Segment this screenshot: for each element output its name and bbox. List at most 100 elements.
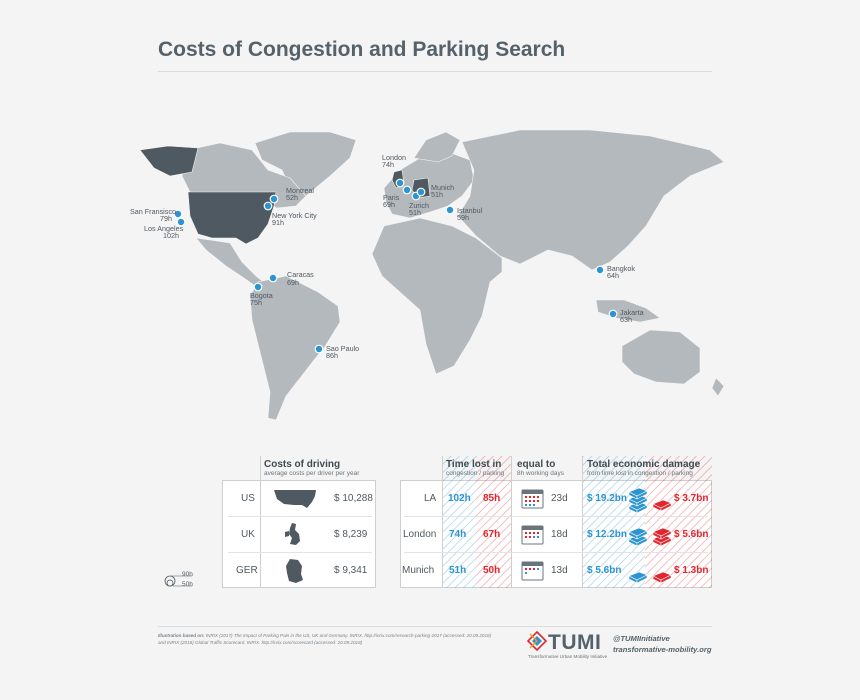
- city-label-san-francisco: San Fransisco: [130, 207, 176, 216]
- city-dot-bogota[interactable]: [253, 282, 263, 292]
- calendar-icon: [521, 561, 544, 581]
- city-dot-istanbul[interactable]: [445, 205, 455, 215]
- city-dot-paris[interactable]: [402, 185, 412, 195]
- city-label-paris: Paris: [383, 193, 400, 202]
- city-hours-bogota: 75h: [250, 298, 262, 307]
- page-title: Costs of Congestion and Parking Search: [158, 38, 566, 61]
- city-markers: San Fransisco 79h Los Angeles 102h Montr…: [130, 153, 644, 360]
- city-hours-los-angeles: 102h: [163, 231, 179, 240]
- money-stack-red-icon: [652, 527, 672, 547]
- damage-parking-la: $ 3.7bn: [674, 493, 709, 504]
- row-separator: [404, 516, 708, 517]
- legend-circle-small: [166, 579, 174, 587]
- money-stack-red-icon: [652, 499, 672, 512]
- congestion-hours-la: 102h: [448, 493, 471, 504]
- money-stack-blue-icon: [628, 487, 648, 514]
- driving-costs-title: Costs of driving: [264, 459, 341, 470]
- source-note: Illustration based on: INRIX (2017) The …: [158, 633, 503, 646]
- website-link[interactable]: transformative-mobility.org: [613, 645, 712, 654]
- calendar-icon: [521, 525, 544, 545]
- source-line-1: INRIX (2017) The Impact of Parking Pain …: [205, 633, 492, 638]
- parking-hours-london: 67h: [483, 529, 501, 540]
- twitter-handle[interactable]: @TUMIInitiative: [613, 634, 670, 643]
- city-hours-montreal: 52h: [286, 193, 298, 202]
- money-stack-blue-icon: [628, 527, 648, 547]
- city-hours-caracas: 69h: [287, 278, 299, 287]
- title-divider: [158, 71, 712, 72]
- city-label-new-york: New York City: [272, 211, 317, 220]
- parking-column-hatch: [476, 456, 511, 588]
- asia-shape: [457, 129, 725, 271]
- legend-circle-large: [164, 575, 176, 587]
- city-label-montreal: Montreal: [286, 186, 314, 195]
- damage-congestion-london: $ 12.2bn: [587, 529, 628, 540]
- damage-congestion-la: $ 19.2bn: [587, 493, 628, 504]
- damage-congestion-hatch: [583, 456, 645, 588]
- city-label-munich-row: Munich: [402, 565, 435, 576]
- city-dot-caracas[interactable]: [268, 273, 278, 283]
- driving-cost-uk: $ 8,239: [334, 529, 368, 540]
- social-handles: @TUMIInitiative transformative-mobility.…: [613, 633, 711, 655]
- city-hours-paris: 69h: [383, 200, 395, 209]
- source-line-2: and INRIX (2018) Global Traffic Scorecar…: [158, 639, 363, 645]
- africa-shape: [371, 217, 503, 375]
- parking-hours-la: 85h: [483, 493, 501, 504]
- source-label: Illustration based on:: [158, 633, 205, 638]
- city-hours-zurich: 51h: [409, 208, 421, 217]
- country-label-us: US: [241, 493, 255, 504]
- city-dot-london[interactable]: [395, 178, 405, 188]
- city-dot-jakarta[interactable]: [608, 309, 618, 319]
- column-divider: [582, 456, 583, 588]
- city-dot-new-york[interactable]: [263, 201, 273, 211]
- city-label-london: London: [382, 153, 406, 162]
- legend-low-label: 50h: [182, 581, 193, 588]
- world-map: San Fransisco 79h Los Angeles 102h Montr…: [130, 129, 725, 421]
- city-label-jakarta: Jakarta: [620, 308, 644, 317]
- city-label-munich: Munich: [431, 183, 454, 192]
- australia-shape: [621, 329, 701, 385]
- row-separator: [228, 552, 372, 553]
- city-hours-jakarta: 63h: [620, 315, 632, 324]
- time-lost-title: Time lost in: [446, 459, 502, 470]
- city-hours-bangkok: 64h: [607, 271, 619, 280]
- us-map-icon: [274, 490, 316, 508]
- money-stack-red-icon: [652, 571, 672, 584]
- driving-costs-divider: [260, 456, 261, 588]
- driving-cost-ger: $ 9,341: [334, 565, 368, 576]
- city-dot-munich[interactable]: [416, 187, 426, 197]
- tumi-logo-text: TUMI: [548, 631, 602, 654]
- row-separator: [228, 516, 372, 517]
- size-legend: [164, 575, 192, 587]
- driving-cost-us: $ 10,288: [334, 493, 373, 504]
- country-label-ger: GER: [236, 565, 258, 576]
- working-days-london: 18d: [551, 529, 568, 540]
- germany-map-icon: [286, 559, 303, 583]
- economic-damage-title: Total economic damage: [587, 459, 701, 470]
- equal-to-title: equal to: [517, 459, 556, 470]
- city-dot-los-angeles[interactable]: [176, 217, 186, 227]
- column-divider: [442, 456, 443, 588]
- uk-map-icon: [285, 523, 300, 545]
- city-dot-sao-paulo[interactable]: [314, 344, 324, 354]
- column-divider: [511, 456, 512, 588]
- city-hours-london: 74h: [382, 160, 394, 169]
- mexico-shape: [195, 237, 267, 289]
- driving-costs-subtitle: average costs per driver per year: [264, 470, 360, 477]
- damage-congestion-munich: $ 5.6bn: [587, 565, 622, 576]
- city-label-sao-paulo: Sao Paulo: [326, 344, 359, 353]
- parking-hours-munich: 50h: [483, 565, 501, 576]
- city-dot-montreal[interactable]: [269, 194, 279, 204]
- money-stack-blue-icon: [628, 571, 648, 584]
- legend-high-label: 90h: [182, 571, 193, 578]
- working-days-munich: 13d: [551, 565, 568, 576]
- row-separator: [404, 552, 708, 553]
- city-hours-san-francisco: 79h: [160, 214, 172, 223]
- damage-parking-munich: $ 1.3bn: [674, 565, 709, 576]
- tumi-subtitle: Transformative Urban Mobility Initiative: [528, 654, 608, 659]
- economic-damage-subtitle: from time lost in congestion / parking: [587, 470, 693, 477]
- city-dot-san-francisco[interactable]: [173, 209, 183, 219]
- calendar-icon: [521, 489, 544, 509]
- city-dot-bangkok[interactable]: [595, 265, 605, 275]
- city-label-los-angeles: Los Angeles: [144, 224, 184, 233]
- usa-shape: [187, 191, 277, 245]
